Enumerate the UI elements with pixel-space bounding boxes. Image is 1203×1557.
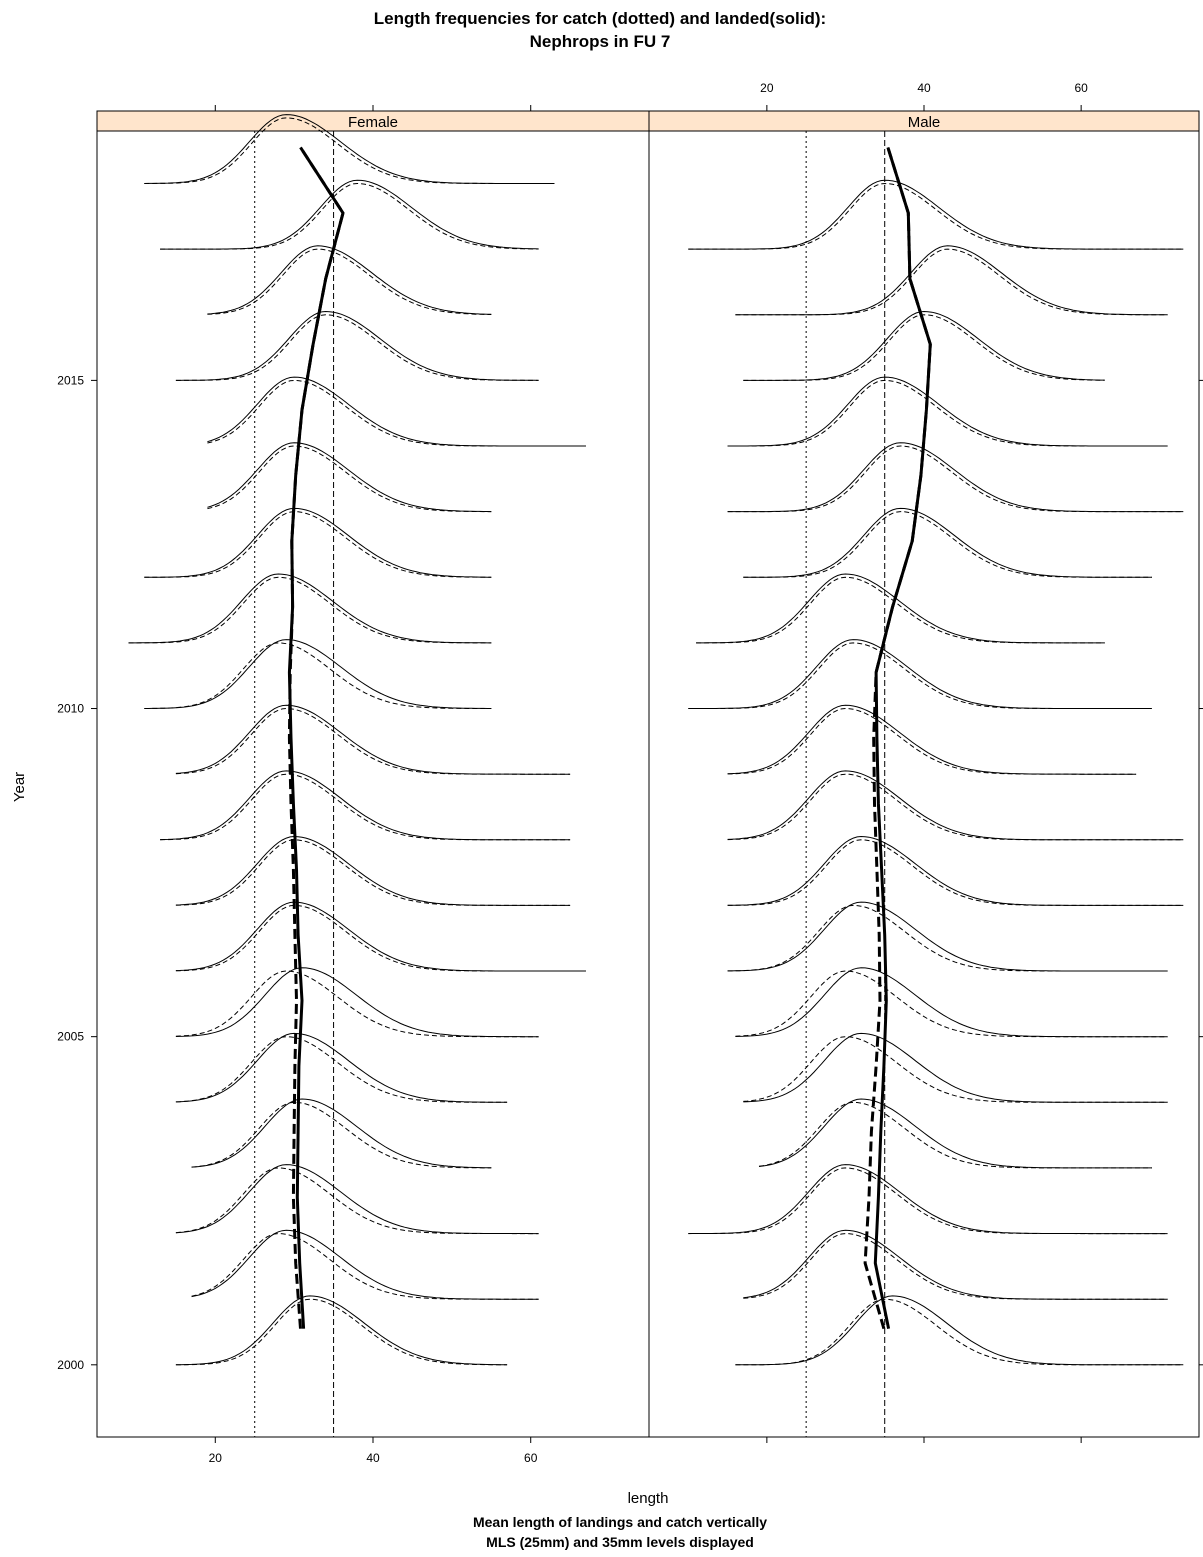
landed-frequency-curve <box>758 1098 1152 1169</box>
catch-frequency-curve <box>735 1298 1184 1366</box>
mean-length-catch-line <box>287 146 345 1329</box>
landed-frequency-curve <box>735 245 1168 316</box>
caption-line-1: Mean length of landings and catch vertic… <box>473 1514 767 1530</box>
landed-frequency-curve <box>144 639 492 709</box>
landed-frequency-curve <box>160 179 539 250</box>
landed-frequency-curve <box>191 1098 492 1169</box>
landed-frequency-curve <box>727 376 1168 447</box>
catch-frequency-curve <box>175 1298 508 1366</box>
catch-frequency-curve <box>696 576 1105 644</box>
catch-frequency-curve <box>175 839 571 906</box>
catch-frequency-curve <box>743 1036 1168 1103</box>
x-tick-label: 20 <box>209 1451 223 1465</box>
landed-frequency-curve <box>175 310 539 381</box>
landed-frequency-curve <box>727 770 1184 841</box>
caption-line-2: MLS (25mm) and 35mm levels displayed <box>486 1534 754 1550</box>
landed-frequency-curve <box>207 376 586 447</box>
catch-frequency-curve <box>727 379 1168 447</box>
y-tick-label: 2015 <box>57 373 84 387</box>
figure-title-line-2: Nephrops in FU 7 <box>530 32 671 51</box>
catch-frequency-curve <box>128 576 492 644</box>
catch-frequency-curve <box>144 511 492 578</box>
catch-frequency-curve <box>191 1101 492 1169</box>
catch-frequency-curve <box>743 314 1105 381</box>
landed-frequency-curve <box>175 901 586 972</box>
catch-frequency-curve <box>144 642 492 709</box>
landed-frequency-curve <box>175 967 539 1038</box>
x-tick-label: 60 <box>524 1451 538 1465</box>
catch-frequency-curve <box>727 773 1184 841</box>
landed-frequency-curve <box>160 770 571 841</box>
y-tick-label: 2010 <box>57 702 84 716</box>
strip-label-female: Female <box>348 114 398 131</box>
catch-frequency-curve <box>207 445 492 513</box>
landed-frequency-curve <box>727 901 1168 972</box>
figure-title-line-1: Length frequencies for catch (dotted) an… <box>374 9 826 28</box>
y-tick-label: 2005 <box>57 1030 84 1044</box>
landed-frequency-curve <box>735 967 1168 1038</box>
strip-label-male: Male <box>908 114 941 131</box>
landed-frequency-curve <box>175 835 571 906</box>
landed-frequency-curve <box>175 1164 539 1235</box>
x-axis-label: length <box>628 1490 669 1507</box>
catch-frequency-curve <box>735 970 1168 1038</box>
catch-frequency-curve <box>727 707 1137 775</box>
catch-frequency-curve <box>688 642 1152 709</box>
landed-frequency-curve <box>175 704 571 775</box>
x-tick-label-top: 60 <box>1074 81 1088 95</box>
landed-frequency-curve <box>735 1295 1184 1366</box>
catch-frequency-curve <box>175 1036 508 1103</box>
y-axis-label: Year <box>11 772 28 802</box>
catch-frequency-curve <box>191 1233 539 1300</box>
catch-frequency-curve <box>688 1167 1168 1235</box>
catch-frequency-curve <box>175 904 586 972</box>
mean-length-catch-line <box>863 146 932 1330</box>
catch-frequency-curve <box>758 1101 1152 1169</box>
mean-length-landings-line <box>287 146 345 1329</box>
catch-frequency-curve <box>207 379 586 447</box>
landed-frequency-curve <box>128 573 492 644</box>
x-tick-label-top: 20 <box>760 81 774 95</box>
landed-frequency-curve <box>743 1032 1168 1103</box>
catch-frequency-curve <box>175 707 571 775</box>
catch-frequency-curve <box>743 1233 1168 1300</box>
catch-frequency-curve <box>175 970 539 1038</box>
landed-frequency-curve <box>175 1295 508 1366</box>
landed-frequency-curve <box>207 442 492 513</box>
landed-frequency-curve <box>688 1164 1168 1235</box>
catch-frequency-curve <box>727 445 1184 513</box>
x-tick-label: 40 <box>366 1451 380 1465</box>
landed-frequency-curve <box>743 507 1152 578</box>
catch-frequency-curve <box>160 182 539 250</box>
landed-frequency-curve <box>175 1032 508 1103</box>
catch-frequency-curve <box>743 511 1152 578</box>
landed-frequency-curve <box>688 179 1184 250</box>
catch-frequency-curve <box>207 248 492 315</box>
y-tick-label: 2000 <box>57 1358 84 1372</box>
landed-frequency-curve <box>727 704 1137 775</box>
landed-frequency-curve <box>191 1229 539 1300</box>
reference-lines-group <box>254 131 886 1437</box>
landed-frequency-curve <box>727 835 1184 906</box>
frequency-curves-group <box>128 114 1184 1366</box>
catch-frequency-curve <box>727 839 1184 906</box>
axis-ticks-group: 20 40 60 20 40 60 2000 2005 2010 2015 <box>57 81 1203 1465</box>
catch-frequency-curve <box>175 1167 539 1235</box>
catch-frequency-curve <box>735 248 1168 316</box>
x-tick-label-top: 40 <box>917 81 931 95</box>
landed-frequency-curve <box>727 442 1184 513</box>
landed-frequency-curve <box>688 639 1152 709</box>
mean-length-lines-group <box>287 146 932 1330</box>
plot-frame <box>96 110 1200 1438</box>
catch-frequency-curve <box>688 182 1184 250</box>
landed-frequency-curve <box>743 1229 1168 1300</box>
catch-frequency-curve <box>727 904 1168 972</box>
catch-frequency-curve <box>160 773 571 841</box>
landed-frequency-curve <box>207 245 492 315</box>
landed-frequency-curve <box>144 114 555 184</box>
mean-length-landings-line <box>873 146 932 1329</box>
catch-frequency-curve <box>175 314 539 381</box>
landed-frequency-curve <box>144 507 492 578</box>
